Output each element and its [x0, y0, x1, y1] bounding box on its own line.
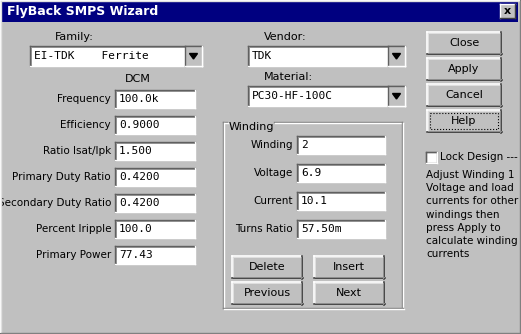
Text: Percent Iripple: Percent Iripple: [35, 224, 111, 234]
Bar: [388, 86, 405, 106]
Text: Turns Ratio: Turns Ratio: [235, 224, 293, 234]
Bar: [185, 46, 202, 66]
Text: Help: Help: [451, 116, 477, 126]
Bar: [297, 164, 385, 182]
Text: 100.0: 100.0: [119, 224, 153, 234]
Bar: [314, 282, 384, 304]
Bar: [314, 256, 384, 278]
Text: Material:: Material:: [264, 72, 313, 82]
Bar: [388, 46, 405, 66]
Text: Lock Design ---: Lock Design ---: [440, 153, 518, 163]
Text: Delete: Delete: [249, 262, 286, 272]
Text: Voltage: Voltage: [254, 168, 293, 178]
Bar: [297, 220, 385, 238]
Text: 0.9000: 0.9000: [119, 120, 159, 130]
Bar: [115, 90, 195, 108]
Text: Previous: Previous: [243, 288, 291, 298]
Bar: [248, 46, 405, 66]
Text: 57.50m: 57.50m: [301, 224, 341, 234]
Text: Primary Power: Primary Power: [36, 250, 111, 260]
Text: Family:: Family:: [55, 32, 94, 42]
Text: x: x: [504, 6, 511, 16]
Text: Current: Current: [254, 196, 293, 206]
Text: 100.0k: 100.0k: [119, 94, 159, 104]
Bar: [427, 58, 501, 80]
Text: 10.1: 10.1: [301, 196, 328, 206]
Bar: [233, 283, 303, 305]
Text: Insert: Insert: [333, 262, 365, 272]
Bar: [297, 136, 385, 154]
Bar: [428, 111, 502, 133]
Text: TDK: TDK: [252, 51, 272, 61]
Bar: [115, 142, 195, 160]
Bar: [427, 32, 501, 54]
Text: Ratio Isat/Ipk: Ratio Isat/Ipk: [43, 146, 111, 156]
Bar: [115, 220, 195, 238]
Bar: [115, 116, 195, 134]
Bar: [428, 59, 502, 81]
Bar: [115, 246, 195, 264]
Bar: [500, 4, 515, 18]
Bar: [315, 283, 385, 305]
Bar: [428, 33, 502, 55]
Bar: [426, 152, 437, 163]
Polygon shape: [392, 53, 401, 59]
Bar: [248, 86, 405, 106]
Bar: [115, 194, 195, 212]
Text: Secondary Duty Ratio: Secondary Duty Ratio: [0, 198, 111, 208]
Text: 2: 2: [301, 140, 308, 150]
Text: 0.4200: 0.4200: [119, 198, 159, 208]
Text: Apply: Apply: [448, 64, 480, 74]
Bar: [233, 257, 303, 279]
Bar: [232, 256, 302, 278]
Text: Next: Next: [336, 288, 362, 298]
Text: Primary Duty Ratio: Primary Duty Ratio: [13, 172, 111, 182]
Text: Efficiency: Efficiency: [60, 120, 111, 130]
Text: Adjust Winding 1
Voltage and load
currents for other
windings then
press Apply t: Adjust Winding 1 Voltage and load curren…: [426, 170, 518, 259]
Text: Cancel: Cancel: [445, 90, 483, 100]
Text: PC30-HF-100C: PC30-HF-100C: [252, 91, 333, 101]
Bar: [30, 46, 202, 66]
Text: Winding: Winding: [229, 122, 275, 132]
Bar: [297, 192, 385, 210]
Bar: [427, 110, 501, 132]
Bar: [428, 85, 502, 107]
Text: Vendor:: Vendor:: [264, 32, 307, 42]
Polygon shape: [392, 94, 401, 99]
Bar: [115, 168, 195, 186]
Text: 6.9: 6.9: [301, 168, 321, 178]
Text: 1.500: 1.500: [119, 146, 153, 156]
Text: Frequency: Frequency: [57, 94, 111, 104]
Bar: [427, 84, 501, 106]
Bar: [430, 113, 498, 129]
Bar: [232, 282, 302, 304]
Text: DCM: DCM: [125, 74, 151, 84]
Text: FlyBack SMPS Wizard: FlyBack SMPS Wizard: [7, 5, 158, 18]
Polygon shape: [190, 53, 197, 59]
Bar: [2, 2, 518, 22]
Bar: [315, 257, 385, 279]
Text: Close: Close: [449, 38, 479, 48]
Text: 77.43: 77.43: [119, 250, 153, 260]
Text: EI-TDK    Ferrite: EI-TDK Ferrite: [34, 51, 149, 61]
Text: 0.4200: 0.4200: [119, 172, 159, 182]
Text: Winding: Winding: [251, 140, 293, 150]
